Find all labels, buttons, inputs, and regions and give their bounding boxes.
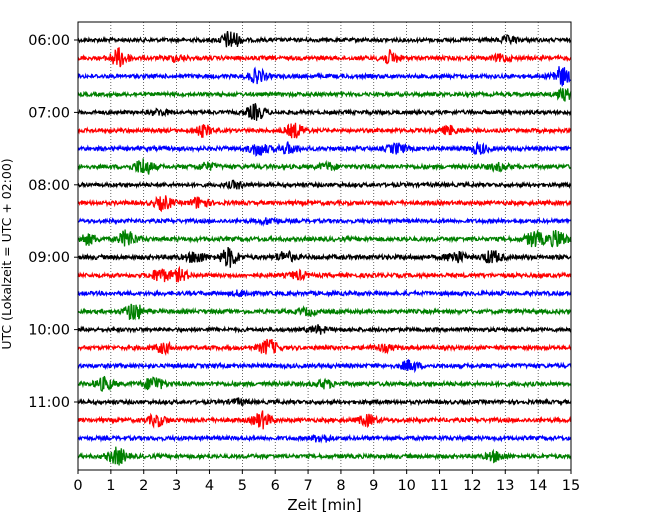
trace-0745 — [77, 158, 572, 175]
y-tick-label-0700: 07:00 — [28, 105, 70, 121]
y-tick-label-1100: 11:00 — [28, 395, 70, 411]
trace-0830 — [77, 216, 572, 227]
x-tick-label-10: 10 — [397, 478, 415, 494]
x-tick-label-5: 5 — [238, 478, 247, 494]
x-tick-label-4: 4 — [205, 478, 214, 494]
trace-0645 — [77, 86, 572, 102]
trace-0845 — [77, 229, 572, 248]
trace-0630 — [77, 66, 572, 87]
x-tick-label-15: 15 — [562, 478, 580, 494]
y-tick-label-1000: 10:00 — [28, 323, 70, 339]
trace-0945 — [77, 303, 572, 321]
y-tick-label-0800: 08:00 — [28, 178, 70, 194]
x-tick-label-7: 7 — [303, 478, 312, 494]
x-tick-label-11: 11 — [430, 478, 448, 494]
trace-0700 — [77, 102, 572, 121]
trace-1045 — [77, 375, 572, 393]
trace-0800 — [77, 179, 572, 190]
x-tick-label-0: 0 — [73, 478, 82, 494]
trace-0730 — [77, 140, 572, 157]
trace-1030 — [77, 359, 572, 374]
plot-frame — [77, 21, 572, 471]
y-tick-label-0600: 06:00 — [28, 33, 70, 49]
trace-0930 — [77, 288, 572, 298]
trace-0915 — [77, 265, 572, 283]
trace-1130 — [77, 433, 572, 444]
y-axis-ticks: 06:00 07:00 08:00 09:00 10:00 11:00 — [28, 33, 78, 411]
trace-1000 — [77, 324, 572, 335]
x-axis-ticks: 0 1 2 3 4 5 6 7 8 9 10 11 12 13 14 15 — [73, 470, 580, 494]
trace-1115 — [77, 410, 572, 430]
x-tick-label-8: 8 — [336, 478, 345, 494]
seismogram-traces — [77, 31, 572, 466]
x-tick-label-6: 6 — [271, 478, 280, 494]
trace-0715 — [77, 122, 572, 139]
trace-1015 — [77, 338, 572, 357]
x-axis-label: Zeit [min] — [287, 496, 361, 514]
x-tick-label-9: 9 — [369, 478, 378, 494]
trace-1145 — [77, 446, 572, 466]
trace-0815 — [77, 195, 572, 213]
y-tick-label-0900: 09:00 — [28, 250, 70, 266]
trace-0615 — [77, 47, 572, 68]
x-tick-label-14: 14 — [529, 478, 547, 494]
trace-0600 — [77, 31, 572, 48]
x-tick-label-1: 1 — [106, 478, 115, 494]
trace-0900 — [77, 246, 572, 268]
x-tick-label-13: 13 — [496, 478, 514, 494]
x-tick-label-3: 3 — [172, 478, 181, 494]
x-tick-label-2: 2 — [139, 478, 148, 494]
y-axis-label: UTC (Lokalzeit = UTC + 02:00) — [0, 158, 14, 349]
trace-1100 — [77, 397, 572, 407]
x-tick-label-12: 12 — [463, 478, 481, 494]
